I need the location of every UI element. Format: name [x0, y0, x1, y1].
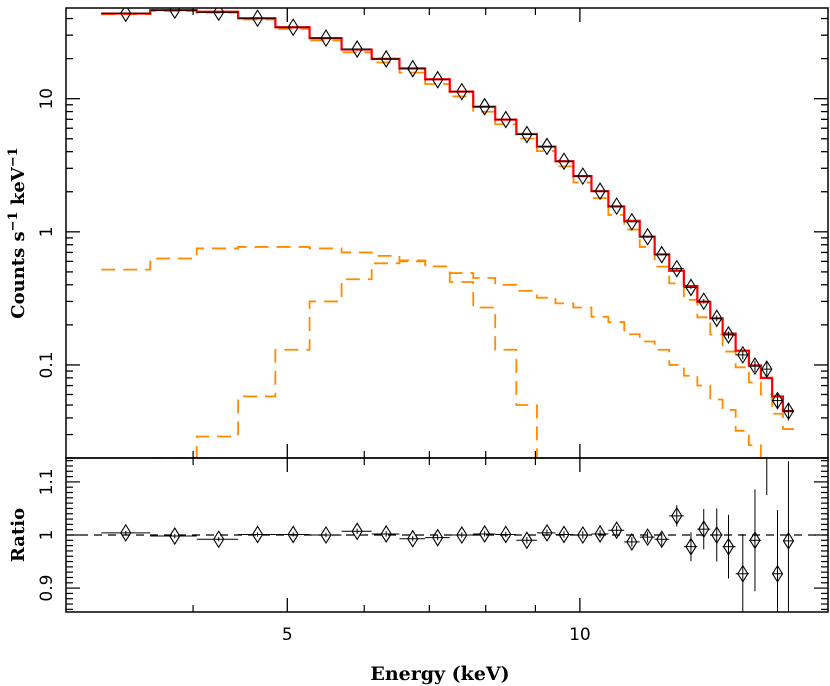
data-point	[456, 82, 468, 101]
ratio-point	[558, 525, 570, 544]
ratio-point	[771, 564, 784, 583]
ratio-point	[351, 522, 363, 541]
ratio-point	[251, 525, 264, 544]
ratio-point	[320, 525, 332, 545]
ratio-point	[120, 523, 132, 542]
data-point	[749, 357, 761, 376]
spectrum-frame	[65, 7, 829, 459]
data-point	[698, 292, 710, 311]
ratio-point	[407, 529, 419, 548]
ratio-point	[577, 525, 589, 545]
ratio-point	[641, 528, 654, 547]
ratio-point	[782, 531, 795, 550]
ratio-point	[656, 530, 668, 549]
y-axis-label-ratio: Ratio	[8, 508, 29, 562]
data-point	[641, 227, 654, 246]
model-component-line	[101, 246, 762, 458]
data-point	[120, 8, 132, 23]
data-point	[722, 325, 735, 344]
data-point	[541, 137, 553, 156]
x-axis-label: Energy (keV)	[370, 663, 509, 685]
y-tick-label: 0.1	[37, 351, 57, 378]
ratio-point	[500, 525, 512, 544]
y-tick-label: 10	[37, 88, 57, 110]
ratio-point	[287, 525, 299, 544]
data-point	[656, 245, 668, 264]
data-point	[169, 8, 181, 20]
data-point	[558, 152, 570, 171]
data-point	[671, 259, 683, 278]
ratio-point	[671, 506, 683, 525]
ratio-point	[722, 537, 735, 556]
ratio-point	[711, 525, 723, 545]
data-point	[380, 49, 392, 68]
ratio-point	[213, 530, 225, 549]
total-model-line	[101, 8, 794, 413]
data-point	[771, 391, 784, 410]
model-component-line	[101, 10, 794, 430]
ratio-point	[541, 523, 553, 542]
data-point	[407, 59, 419, 78]
ratio-point	[737, 564, 749, 583]
data-point	[782, 402, 795, 421]
ratio-panel: 5 10 1.1 1 0.9	[37, 421, 829, 645]
ratio-point	[594, 524, 606, 543]
y-tick-label: 1.1	[37, 468, 57, 495]
ratio-point	[478, 524, 491, 543]
data-point	[594, 182, 606, 201]
ratio-point	[626, 532, 638, 551]
x-tick-label: 5	[282, 625, 293, 645]
ratio-point	[762, 421, 772, 437]
ratio-point	[749, 531, 761, 550]
data-point	[737, 345, 749, 364]
spectrum-panel: 10 1 0.1	[37, 7, 829, 612]
data-point	[213, 8, 225, 22]
x-tick-label: 10	[569, 625, 591, 645]
ratio-point	[698, 520, 710, 539]
data-point	[320, 29, 332, 48]
plot-area-ratio	[66, 421, 828, 612]
data-point	[711, 309, 723, 328]
plot-area-spectrum	[101, 8, 795, 458]
data-point	[251, 9, 264, 28]
data-point	[432, 70, 444, 89]
y-tick-label: 1	[37, 226, 57, 237]
ratio-point	[432, 528, 444, 547]
ratio-point	[521, 531, 533, 550]
ratio-point	[380, 524, 392, 543]
ratio-point	[456, 525, 468, 545]
ratio-point	[685, 537, 697, 556]
ratio-point	[169, 527, 181, 546]
data-point	[626, 212, 638, 231]
data-point	[611, 197, 623, 216]
data-point	[761, 360, 773, 379]
y-tick-label: 0.9	[37, 575, 57, 602]
y-axis-label-spectrum: Counts s−1 keV−1	[6, 147, 29, 318]
data-point	[577, 167, 589, 186]
data-point	[521, 125, 533, 144]
data-point	[478, 97, 491, 116]
ratio-point	[611, 521, 623, 540]
model-component-line	[149, 260, 538, 458]
data-point	[287, 18, 299, 37]
data-point	[685, 278, 697, 297]
data-point	[351, 40, 363, 59]
y-tick-label: 1	[37, 530, 57, 541]
data-point	[500, 110, 512, 129]
